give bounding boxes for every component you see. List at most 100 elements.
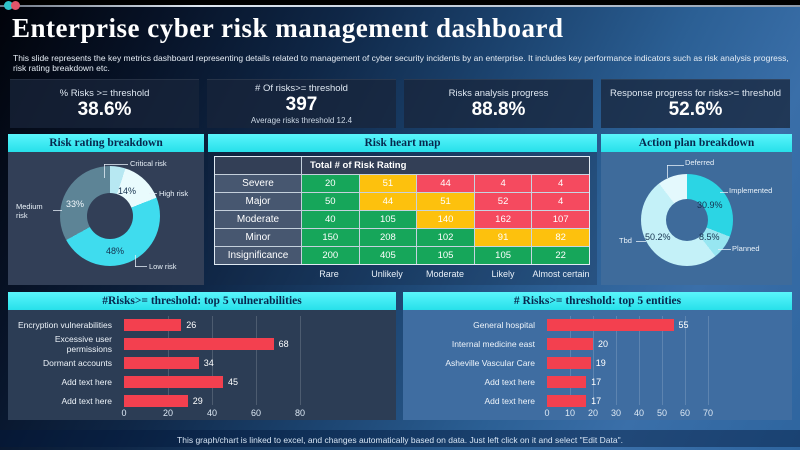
heatmap-value-cell: 102 bbox=[417, 229, 474, 246]
bar-plot: 55 bbox=[547, 318, 689, 331]
heatmap-row-label: Insignificance bbox=[215, 247, 301, 264]
gridline bbox=[639, 316, 640, 405]
x-axis-ticks: 0 20 40 60 80 bbox=[121, 408, 320, 419]
bar-plot: 68 bbox=[124, 337, 289, 350]
footer: This graph/chart is linked to excel, and… bbox=[0, 430, 800, 447]
bar[interactable] bbox=[547, 356, 591, 369]
bar[interactable] bbox=[547, 337, 593, 350]
bar-category-label: Add text here bbox=[61, 395, 112, 406]
bar[interactable] bbox=[124, 394, 188, 407]
heatmap-value-cell: 105 bbox=[474, 247, 532, 264]
heatmap-corner-cell bbox=[215, 157, 301, 174]
kpi-card-num-risks[interactable]: # Of risks>= threshold 397 Average risks… bbox=[207, 79, 396, 128]
bar-value-label: 45 bbox=[228, 376, 239, 387]
bar-row: Excessive user permissions 68 bbox=[8, 333, 396, 354]
donut-hole bbox=[87, 193, 133, 239]
bar[interactable] bbox=[547, 318, 674, 331]
heat-map-chart[interactable]: Total # of Risk Rating Severe 20 51 44 4 4 Majo… bbox=[208, 152, 597, 285]
heatmap-row-label: Moderate bbox=[215, 211, 301, 228]
bar[interactable] bbox=[124, 375, 223, 388]
heatmap-value-cell: 52 bbox=[474, 193, 532, 210]
kpi-card-analysis-progress[interactable]: Risks analysis progress 88.8% bbox=[404, 79, 593, 128]
heatmap-row-label: Major bbox=[215, 193, 301, 210]
panel-heat-map: Risk heart map Total # of Risk Rating Sev… bbox=[208, 134, 597, 285]
bar-value-label: 20 bbox=[598, 338, 609, 349]
bar-row: Dormant accounts 34 bbox=[8, 353, 396, 372]
heatmap-value-cell: 107 bbox=[532, 211, 589, 228]
x-tick-label: 30 bbox=[610, 408, 622, 418]
heatmap-row-label: Severe bbox=[215, 175, 301, 192]
bar-category-label: Excessive user permissions bbox=[54, 333, 112, 354]
leader-line bbox=[53, 210, 62, 211]
label-high-risk: High risk bbox=[159, 189, 189, 198]
panel-title-risk-rating: Risk rating breakdown bbox=[8, 134, 204, 152]
panel-title-entities: # Risks>= threshold: top 5 entities bbox=[403, 292, 792, 310]
panel-top5-entities: # Risks>= threshold: top 5 entities Gene… bbox=[403, 292, 792, 420]
entities-barchart: General hospital 55 Internal medicine east… bbox=[403, 310, 792, 420]
bar-plot: 20 bbox=[547, 337, 609, 350]
kpi-card-response-progress[interactable]: Response progress for risks>= threshold … bbox=[601, 79, 790, 128]
x-tick-label: 20 bbox=[162, 408, 174, 418]
bar-plot: 19 bbox=[547, 356, 606, 369]
heatmap-value-cell: 50 bbox=[302, 193, 359, 210]
bar-plot: 45 bbox=[124, 375, 239, 388]
action-plan-donut[interactable]: 30.9% 8.5% 50.2% bbox=[641, 174, 733, 266]
bar-category-label: Add text here bbox=[484, 376, 535, 387]
label-planned: Planned bbox=[732, 244, 760, 253]
bar-plot: 17 bbox=[547, 375, 602, 388]
bar-row: Add text here 45 bbox=[8, 372, 396, 391]
gridline bbox=[593, 316, 594, 405]
leader-line bbox=[135, 255, 136, 267]
bar[interactable] bbox=[547, 394, 587, 407]
pct-high-risk: 14% bbox=[118, 186, 137, 196]
vulnerabilities-chart[interactable]: Encryption vulnerabilities 26 Excessive us… bbox=[8, 310, 396, 420]
kpi-value: 397 bbox=[285, 94, 318, 116]
heatmap-value-cell: 208 bbox=[359, 229, 417, 246]
x-tick-label: 0 bbox=[544, 408, 550, 418]
kpi-label: Risks analysis progress bbox=[448, 88, 549, 100]
page-title: Enterprise cyber risk management dashboa… bbox=[12, 13, 564, 43]
bar-row: Asheville Vascular Care 19 bbox=[403, 353, 792, 372]
heatmap-table: Total # of Risk Rating Severe 20 51 44 4 4 Majo… bbox=[214, 156, 590, 265]
heatmap-value-cell: 51 bbox=[359, 175, 417, 192]
label-critical-risk: Critical risk bbox=[130, 159, 167, 168]
bar-category-label: Encryption vulnerabilities bbox=[17, 319, 112, 330]
risk-rating-chart[interactable]: 14% 33% 48% Critical risk High risk Medi… bbox=[8, 152, 204, 285]
footer-text: This graph/chart is linked to excel, and… bbox=[177, 435, 623, 445]
pct-planned: 8.5% bbox=[699, 232, 720, 242]
pct-tbd: 50.2% bbox=[645, 232, 671, 242]
heatmap-value-cell: 40 bbox=[302, 211, 359, 228]
bar-value-label: 26 bbox=[186, 319, 197, 330]
heatmap-value-cell: 82 bbox=[532, 229, 589, 246]
panel-action-plan: Action plan breakdown 30.9% 8.5% 50.2% D… bbox=[601, 134, 792, 285]
bar[interactable] bbox=[547, 375, 587, 388]
leader-line bbox=[667, 165, 684, 166]
bar-plot: 34 bbox=[124, 356, 214, 369]
bar-row: Add text here 17 bbox=[403, 372, 792, 391]
label-tbd: Tbd bbox=[619, 236, 632, 245]
bar[interactable] bbox=[124, 356, 199, 369]
bar-row: General hospital 55 bbox=[403, 315, 792, 334]
entities-chart[interactable]: General hospital 55 Internal medicine east… bbox=[403, 310, 792, 420]
bar-value-label: 34 bbox=[203, 357, 214, 368]
x-tick-label: 40 bbox=[206, 408, 218, 418]
heatmap-col-label: Likely bbox=[491, 269, 515, 279]
bar[interactable] bbox=[124, 318, 182, 331]
leader-line bbox=[718, 249, 731, 250]
bar-category-label: Dormant accounts bbox=[43, 357, 112, 368]
bar-category-label: Internal medicine east bbox=[451, 338, 535, 349]
bar[interactable] bbox=[124, 337, 274, 350]
gridline bbox=[662, 316, 663, 405]
kpi-card-pct-risks[interactable]: % Risks >= threshold 38.6% bbox=[10, 79, 199, 128]
action-plan-chart[interactable]: 30.9% 8.5% 50.2% Deferred Implemented Pl… bbox=[601, 152, 792, 285]
panel-title-vulnerabilities: #Risks>= threshold: top 5 vulnerabilitie… bbox=[8, 292, 396, 310]
gridline bbox=[212, 316, 213, 405]
heatmap-value-cell: 22 bbox=[532, 247, 589, 264]
bar-value-label: 55 bbox=[678, 319, 689, 330]
heatmap-value-cell: 162 bbox=[474, 211, 532, 228]
risk-rating-donut[interactable]: 14% 33% 48% bbox=[60, 166, 160, 266]
bar-value-label: 17 bbox=[591, 376, 602, 387]
leader-line bbox=[149, 193, 157, 194]
pct-low-risk: 48% bbox=[106, 246, 125, 256]
kpi-value: 52.6% bbox=[668, 99, 723, 121]
